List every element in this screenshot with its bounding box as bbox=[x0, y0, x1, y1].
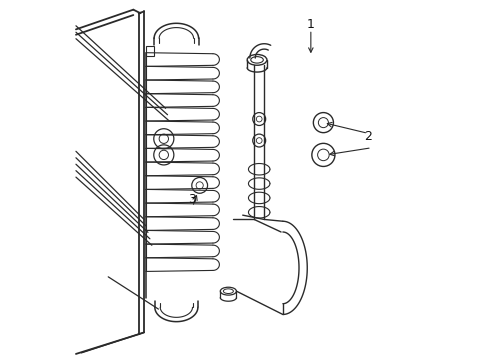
Text: 2: 2 bbox=[364, 130, 371, 144]
Bar bbox=[145, 46, 153, 56]
Text: 3: 3 bbox=[188, 193, 196, 206]
Text: 1: 1 bbox=[306, 18, 314, 31]
